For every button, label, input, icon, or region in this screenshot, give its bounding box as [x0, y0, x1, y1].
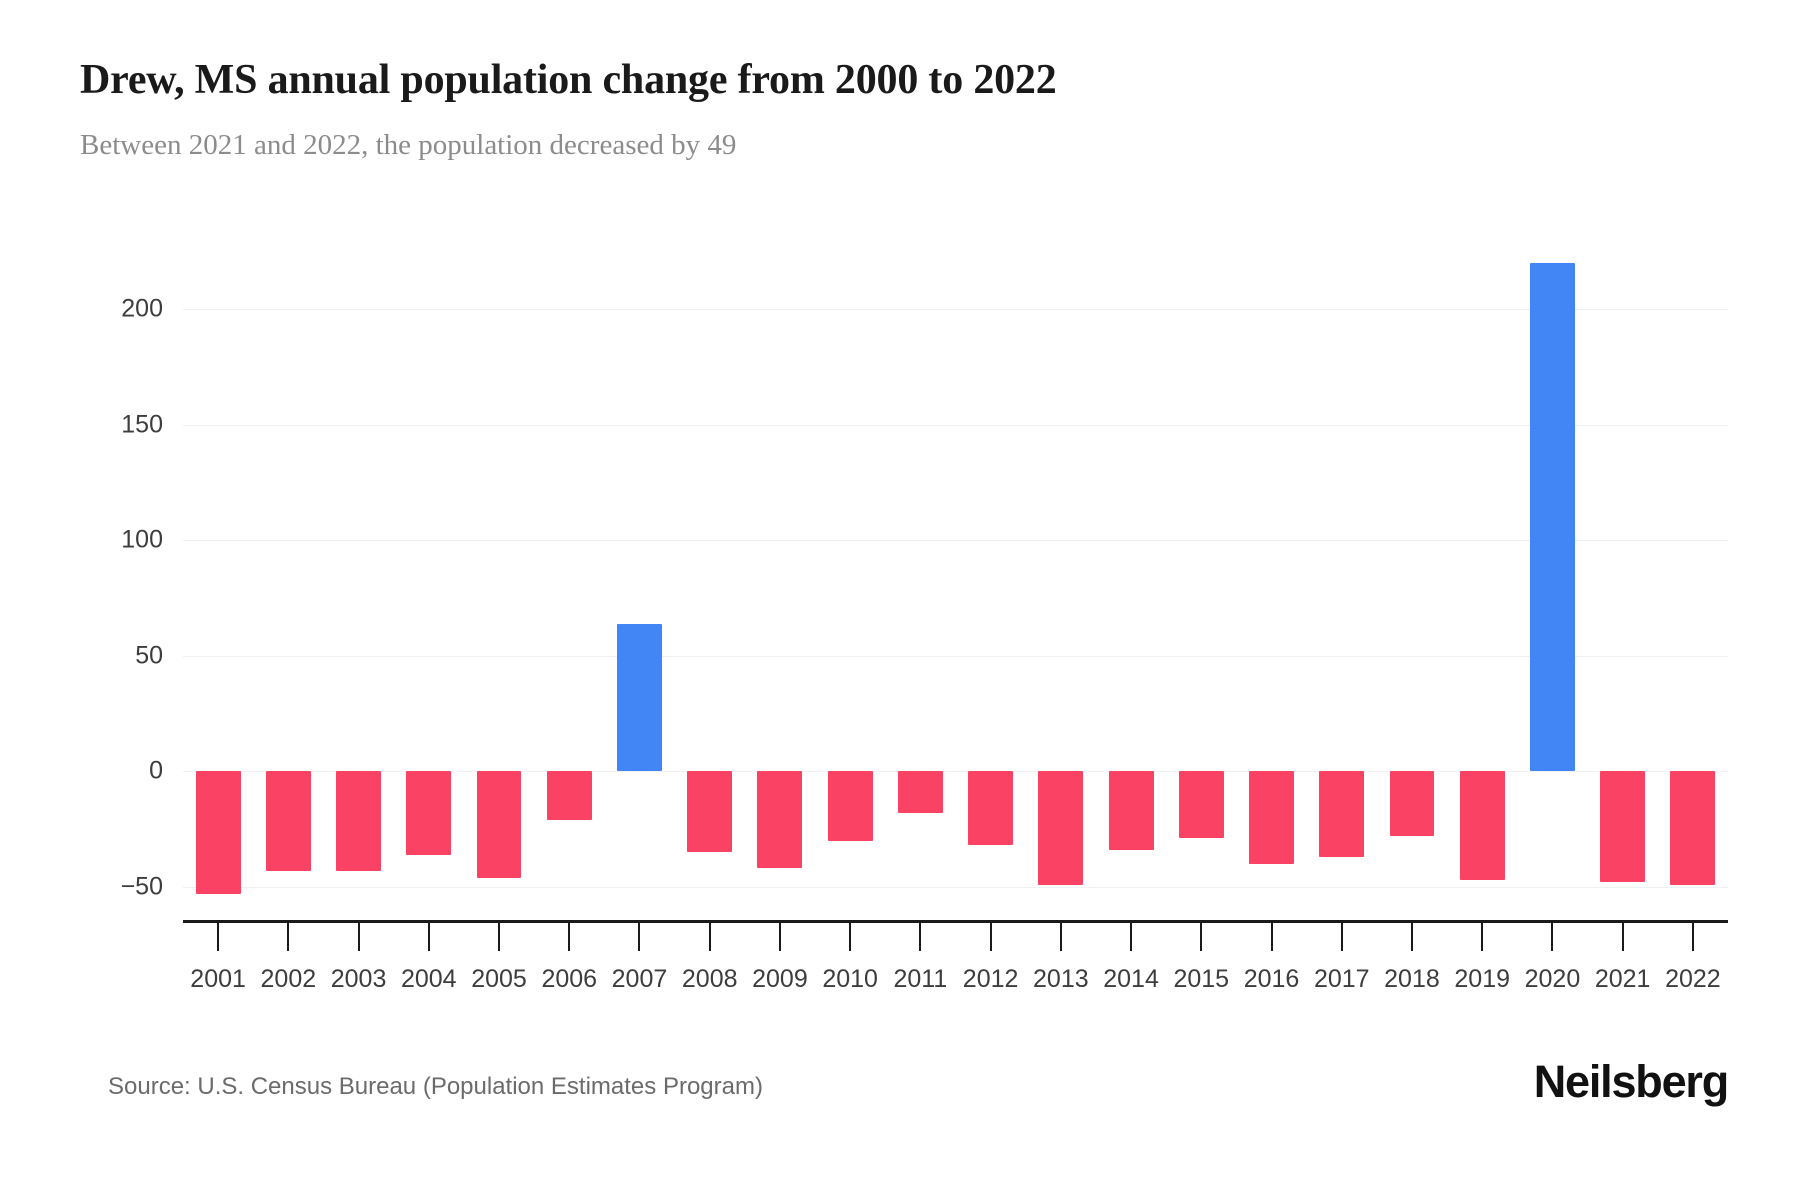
gridline [183, 309, 1728, 311]
x-axis-label-2016: 2016 [1243, 965, 1300, 993]
x-axis-label-2011: 2011 [893, 965, 948, 993]
page-title: Drew, MS annual population change from 2… [80, 57, 1057, 103]
y-axis-tick-label: 200 [121, 294, 163, 323]
bar-2018[interactable] [1389, 771, 1435, 837]
bar-series [183, 240, 1728, 910]
x-axis-tickmark [1270, 921, 1273, 951]
y-axis-tick-label: 150 [121, 410, 163, 439]
x-axis-line [183, 920, 1728, 923]
x-axis-tickmark [1200, 921, 1203, 951]
bar-2019[interactable] [1459, 771, 1505, 880]
x-axis-label-2003: 2003 [330, 965, 387, 993]
x-axis-tickmark [1691, 921, 1694, 951]
x-axis-tickmark [1551, 921, 1554, 951]
x-axis-label-2008: 2008 [681, 965, 738, 993]
bar-2004[interactable] [406, 771, 452, 855]
bar-2003[interactable] [336, 771, 382, 871]
x-axis-tickmark [568, 921, 571, 951]
x-axis-label-2013: 2013 [1033, 965, 1089, 993]
bar-2011[interactable] [897, 771, 943, 813]
x-axis-tickmark [1059, 921, 1062, 951]
x-axis-label-2004: 2004 [400, 965, 457, 993]
x-axis-label-2001: 2001 [190, 965, 246, 993]
plot-area [183, 240, 1728, 910]
page-subtitle: Between 2021 and 2022, the population de… [80, 129, 737, 161]
bar-2005[interactable] [476, 771, 522, 878]
x-axis-label-2002: 2002 [260, 965, 317, 993]
bar-2021[interactable] [1600, 771, 1646, 883]
bar-2014[interactable] [1108, 771, 1154, 850]
brand-logo: Neilsberg [1533, 1056, 1729, 1107]
bar-2006[interactable] [546, 771, 592, 820]
x-axis-label-2009: 2009 [752, 965, 808, 993]
bar-2009[interactable] [757, 771, 803, 869]
x-axis-tickmark [638, 921, 641, 951]
x-axis-label-2014: 2014 [1103, 965, 1159, 993]
x-axis-tickmark [849, 921, 852, 951]
x-axis-label-2022: 2022 [1665, 965, 1721, 993]
y-axis-tick-label: −50 [120, 872, 163, 901]
bar-2013[interactable] [1038, 771, 1084, 885]
gridline [183, 886, 1728, 888]
bar-2002[interactable] [265, 771, 311, 871]
x-axis-tickmark [989, 921, 992, 951]
x-axis-label-2015: 2015 [1173, 965, 1230, 993]
y-axis-tick-label: 0 [149, 756, 163, 785]
x-axis-tickmark [217, 921, 220, 951]
bar-2015[interactable] [1178, 771, 1224, 839]
bar-2001[interactable] [195, 771, 241, 894]
x-axis-tickmark [427, 921, 430, 951]
x-axis-tickmark [357, 921, 360, 951]
bar-2022[interactable] [1670, 771, 1716, 885]
x-axis-tickmark [498, 921, 501, 951]
gridline [183, 655, 1728, 657]
bar-2007[interactable] [617, 623, 662, 772]
bar-2020[interactable] [1529, 263, 1575, 772]
bar-2017[interactable] [1319, 771, 1365, 857]
x-axis-tickmark [919, 921, 922, 951]
x-axis-tickmark [1130, 921, 1133, 951]
x-axis-label-2021: 2021 [1594, 965, 1651, 993]
x-axis-label-2005: 2005 [471, 965, 527, 993]
x-axis-label-2010: 2010 [822, 965, 878, 993]
gridline [183, 424, 1728, 426]
y-axis-tick-label: 50 [135, 641, 163, 670]
x-axis-label-2019: 2019 [1454, 965, 1511, 993]
bar-2012[interactable] [968, 771, 1014, 846]
x-axis-tickmark [1481, 921, 1484, 951]
x-axis-tickmark [1621, 921, 1624, 951]
x-axis-label-2012: 2012 [962, 965, 1019, 993]
y-axis-tick-label: 100 [121, 525, 163, 554]
x-axis-label-2007: 2007 [611, 965, 668, 993]
x-axis-tickmark [778, 921, 781, 951]
bar-2016[interactable] [1249, 771, 1294, 864]
bar-2008[interactable] [687, 771, 733, 853]
x-axis-tickmark [708, 921, 711, 951]
gridline [183, 540, 1728, 542]
x-axis-label-2018: 2018 [1384, 965, 1440, 993]
x-axis-tickmark [1410, 921, 1413, 951]
bar-2010[interactable] [827, 771, 873, 841]
source-note: Source: U.S. Census Bureau (Population E… [108, 1073, 763, 1100]
zero-line [183, 771, 1728, 773]
x-axis-tickmark [287, 921, 290, 951]
x-axis-label-2006: 2006 [541, 965, 598, 993]
x-axis-label-2020: 2020 [1524, 965, 1581, 993]
x-axis-label-2017: 2017 [1313, 965, 1370, 993]
x-axis-tickmark [1340, 921, 1343, 951]
